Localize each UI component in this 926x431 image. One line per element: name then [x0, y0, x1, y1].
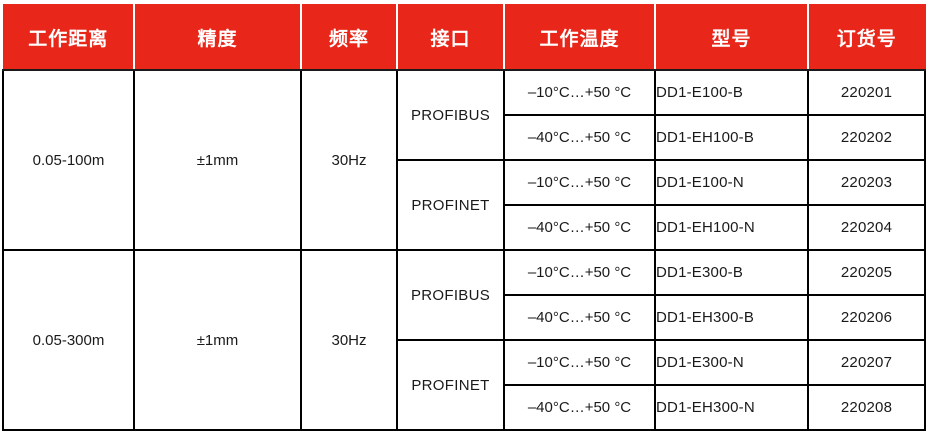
cell-temperature: –40°C…+50 °C [503, 294, 656, 341]
cell-temperature: –40°C…+50 °C [503, 204, 656, 251]
cell-interface: PROFINET [396, 339, 505, 431]
column-header-ordercode: 订货号 [807, 4, 926, 71]
cell-ordercode: 220205 [807, 249, 926, 296]
cell-ordercode: 220208 [807, 384, 926, 431]
cell-model: DD1-EH100-N [654, 204, 809, 251]
cell-model: DD1-E100-B [654, 69, 809, 116]
table-row: PROFINET –10°C…+50 °C DD1-E100-N 220203 [3, 159, 926, 251]
cell-model: DD1-EH300-B [654, 294, 809, 341]
cell-temperature: –40°C…+50 °C [503, 114, 656, 161]
table-row: –40°C…+50 °C DD1-EH100-N 220204 [3, 204, 926, 251]
cell-temperature: –10°C…+50 °C [503, 159, 656, 206]
cell-accuracy: ±1mm [133, 69, 302, 251]
column-header-temperature: 工作温度 [503, 4, 656, 71]
table-row: PROFINET –10°C…+50 °C DD1-E300-N 220207 [3, 339, 926, 431]
cell-temperature: –10°C…+50 °C [503, 69, 656, 116]
cell-model: DD1-E300-N [654, 339, 809, 386]
table-row: –40°C…+50 °C DD1-EH100-B 220202 [3, 114, 926, 161]
cell-ordercode: 220201 [807, 69, 926, 116]
column-header-distance: 工作距离 [2, 4, 135, 71]
cell-temperature: –40°C…+50 °C [503, 384, 656, 431]
cell-ordercode: 220206 [807, 294, 926, 341]
cell-temperature: –10°C…+50 °C [503, 339, 656, 386]
cell-ordercode: 220202 [807, 114, 926, 161]
cell-ordercode: 220204 [807, 204, 926, 251]
cell-model: DD1-EH300-N [654, 384, 809, 431]
cell-frequency: 30Hz [300, 249, 398, 431]
product-spec-table: 工作距离 精度 频率 接口 工作温度 型号 订货号 0.05-100m ±1mm… [2, 4, 926, 431]
cell-interface: PROFIBUS [396, 69, 505, 161]
cell-frequency: 30Hz [300, 69, 398, 251]
column-header-accuracy: 精度 [133, 4, 302, 71]
product-spec-table-container: 工作距离 精度 频率 接口 工作温度 型号 订货号 0.05-100m ±1mm… [2, 4, 926, 431]
column-header-frequency: 频率 [300, 4, 398, 71]
table-body: 0.05-100m ±1mm 30Hz PROFIBUS –10°C…+50 °… [2, 69, 926, 431]
column-header-model: 型号 [654, 4, 809, 71]
cell-accuracy: ±1mm [133, 249, 302, 431]
cell-model: DD1-E100-N [654, 159, 809, 206]
cell-ordercode: 220207 [807, 339, 926, 386]
cell-model: DD1-E300-B [654, 249, 809, 296]
cell-interface: PROFIBUS [396, 249, 505, 341]
cell-ordercode: 220203 [807, 159, 926, 206]
cell-model: DD1-EH100-B [654, 114, 809, 161]
table-row: 0.05-300m ±1mm 30Hz PROFIBUS –10°C…+50 °… [2, 249, 926, 431]
cell-interface: PROFINET [396, 159, 505, 251]
cell-distance: 0.05-300m [2, 249, 135, 431]
table-row: 0.05-100m ±1mm 30Hz PROFIBUS –10°C…+50 °… [2, 69, 926, 251]
column-header-interface: 接口 [396, 4, 505, 71]
table-header-row: 工作距离 精度 频率 接口 工作温度 型号 订货号 [2, 4, 926, 71]
table-header: 工作距离 精度 频率 接口 工作温度 型号 订货号 [2, 4, 926, 71]
cell-temperature: –10°C…+50 °C [503, 249, 656, 296]
table-row: –40°C…+50 °C DD1-EH300-B 220206 [3, 294, 926, 341]
cell-distance: 0.05-100m [2, 69, 135, 251]
